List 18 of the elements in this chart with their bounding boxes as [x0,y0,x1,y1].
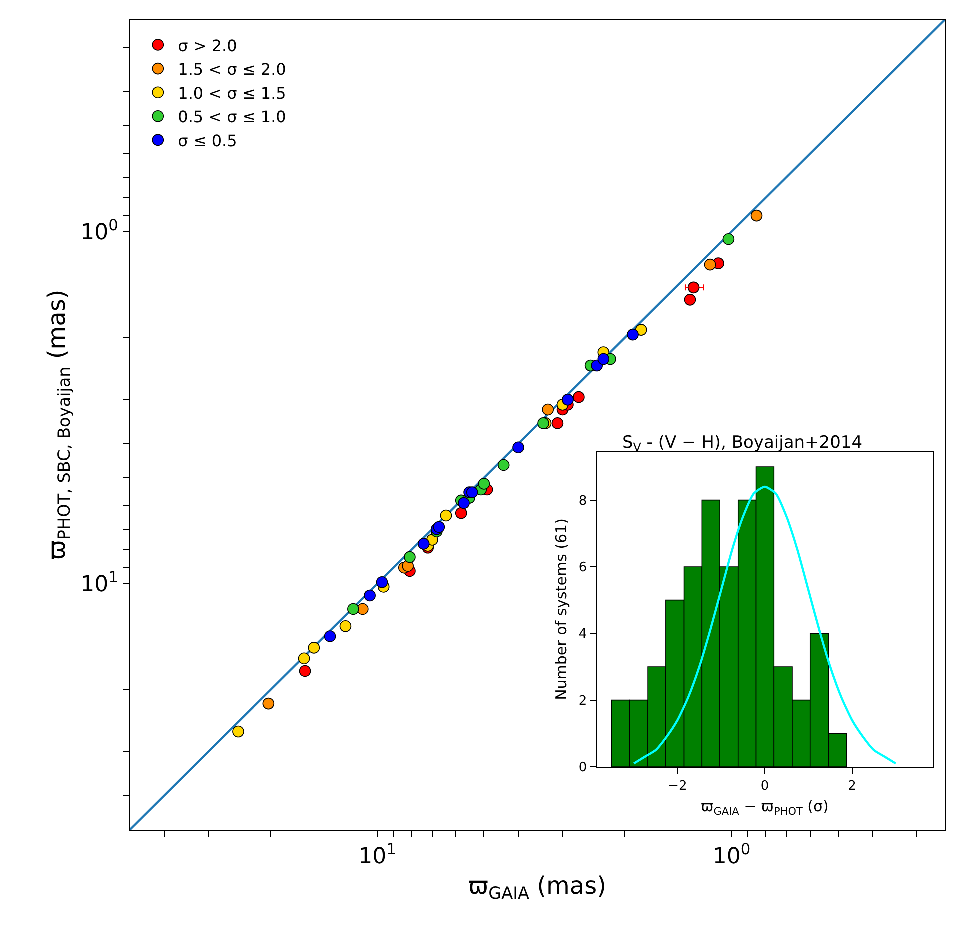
legend-label: 0.5 < σ ≤ 1.0 [178,108,286,127]
y-tick-label: 6 [578,560,588,576]
y-tick-label: 8 [578,494,588,509]
x-tick-label: 0 [760,778,770,794]
x-axis-title: ϖ$_{GAIA}$ − ϖ$_{PHOT}$ (σ) [701,798,829,818]
y-tick-label: 4 [578,627,588,642]
legend-label: 1.5 < σ ≤ 2.0 [178,60,286,80]
legend-label: σ > 2.0 [178,36,238,56]
x-tick-label: −2 [668,778,688,794]
x-tick-label: 2 [848,778,856,794]
y-axis-title: Number of systems (61) [552,518,570,700]
legend-label: σ ≤ 0.5 [178,131,238,150]
chart-title: S$_{V}$ - (V − H), Boyaijan+2014 [622,433,863,455]
legend-label: 1.0 < σ ≤ 1.5 [178,84,286,103]
y-tick-label: 2 [578,694,588,709]
line-series [632,486,898,765]
x-axis-title: ϖ$_{GAIA}$ (mas) [468,872,606,903]
y-tick-label: 0 [578,760,588,776]
